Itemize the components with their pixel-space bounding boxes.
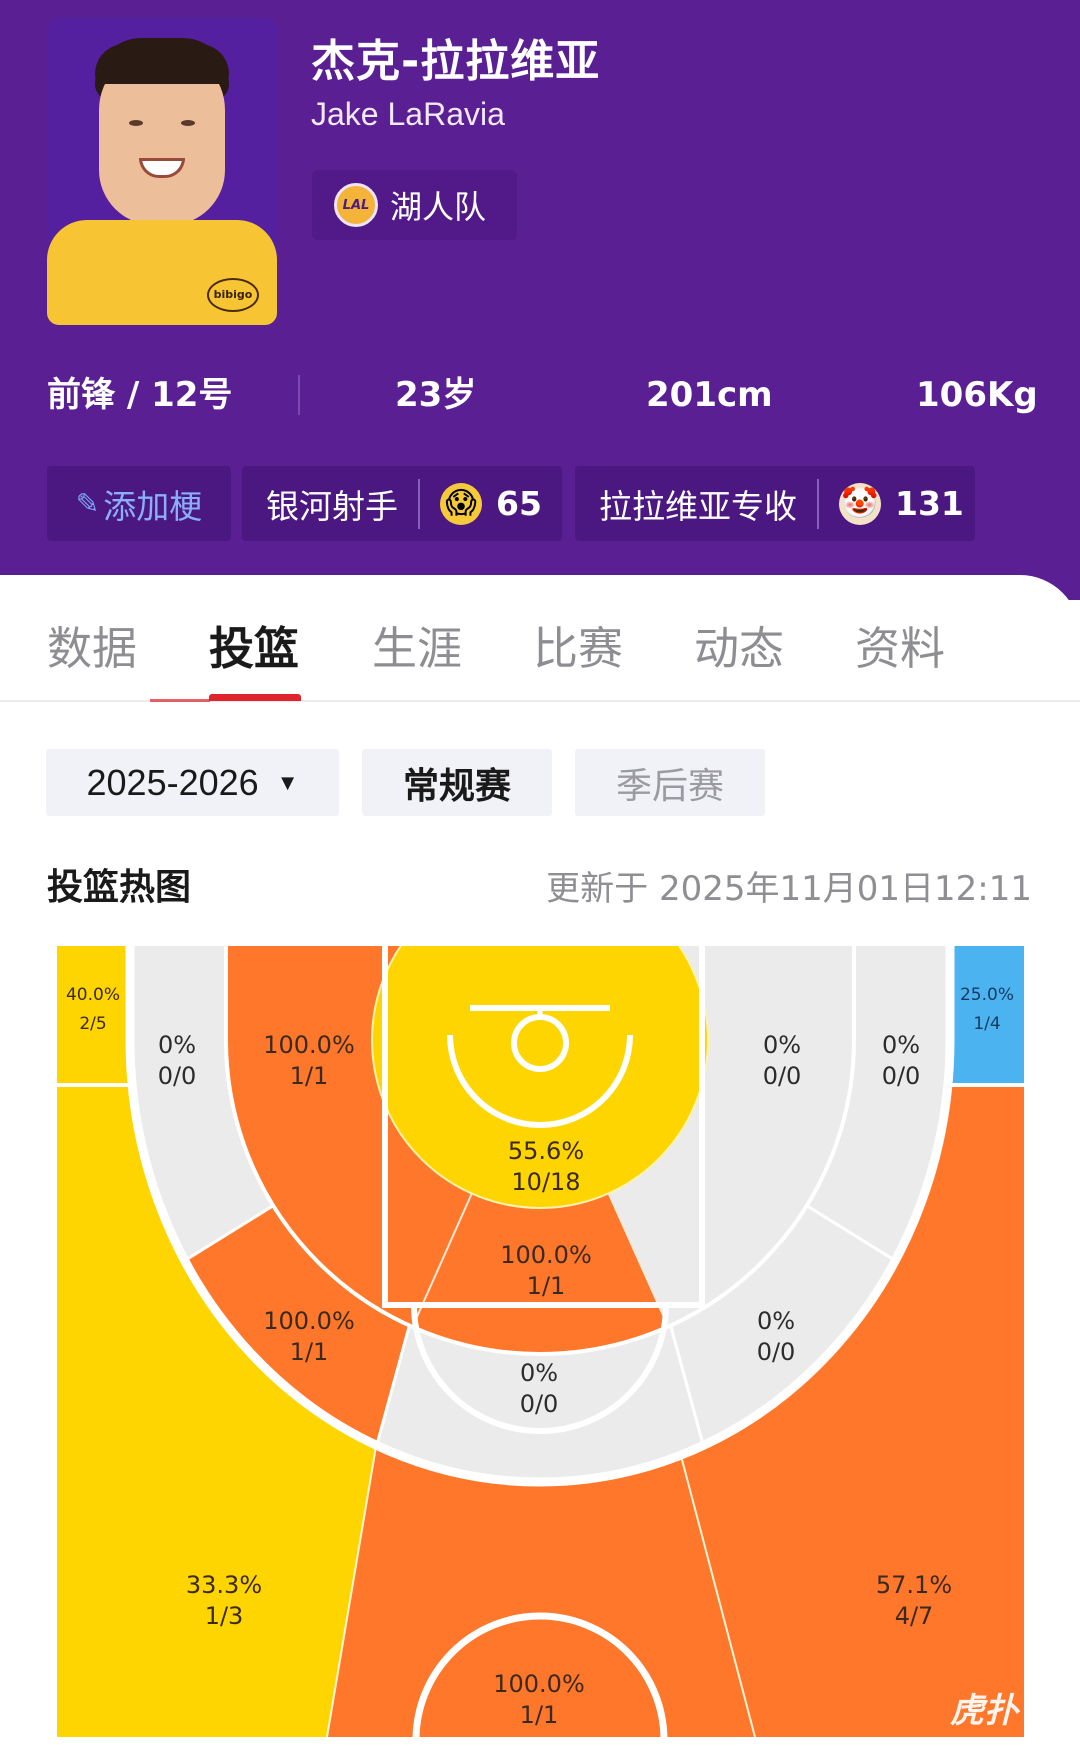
- zone-label-left-corner-3: 40.0% 2/5: [65, 985, 121, 1034]
- zone-label-left-inner-mid: 100.0% 1/1: [263, 1031, 355, 1090]
- zone-label-top-3: 100.0% 1/1: [493, 1670, 585, 1729]
- meme-tag-text: 银河射手: [266, 486, 398, 526]
- zone-label-right-corner-3: 25.0% 1/4: [959, 985, 1015, 1034]
- tab-career[interactable]: 生涯: [371, 622, 463, 675]
- shocked-cheer-emoji-icon: 😱: [440, 482, 482, 525]
- playoffs-button[interactable]: 季后赛: [575, 749, 765, 816]
- player-photo: bibigo: [47, 18, 277, 325]
- add-meme-button[interactable]: ✎ 添加梗: [47, 466, 231, 541]
- meme-tag-count: 65: [496, 484, 542, 523]
- hupu-watermark: 虎扑: [950, 1691, 1018, 1731]
- tag-separator: [817, 478, 819, 529]
- zone-label-left-wing-3: 33.3% 1/3: [185, 1571, 263, 1630]
- meme-tag[interactable]: 银河射手 😱 65: [242, 466, 562, 541]
- team-name: 湖人队: [390, 188, 487, 226]
- tabs-divider: [0, 700, 1080, 702]
- tab-stats[interactable]: 数据: [46, 622, 138, 675]
- zone-label-restricted-area: 55.6% 10/18: [507, 1137, 585, 1196]
- meme-tag[interactable]: 拉拉维亚专收 🤡 131: [575, 466, 975, 541]
- tag-separator: [418, 478, 420, 529]
- meme-tag-count: 131: [895, 484, 964, 523]
- photo-eye: [181, 120, 195, 126]
- season-value: 2025-2026: [86, 761, 259, 803]
- add-meme-label: 添加梗: [103, 486, 203, 526]
- player-weight: 106Kg: [916, 375, 1038, 415]
- photo-hair-front: [95, 44, 229, 84]
- zone-label-right-wing-outer-mid: 0% 0/0: [881, 1031, 921, 1090]
- tab-games[interactable]: 比赛: [532, 622, 624, 675]
- pen-icon: ✎: [75, 487, 100, 520]
- jersey-sponsor-patch: bibigo: [207, 278, 259, 312]
- zone-label-right-inner-mid: 0% 0/0: [762, 1031, 802, 1090]
- zone-label-right-elbow-outer-mid: 0% 0/0: [756, 1307, 796, 1366]
- tab-profile[interactable]: 资料: [854, 622, 946, 675]
- lakers-logo-icon: LAL: [334, 183, 378, 227]
- update-timestamp: 更新于 2025年11月01日12:11: [546, 869, 1032, 909]
- season-select[interactable]: 2025-2026 ▼: [46, 749, 339, 816]
- player-age: 23岁: [395, 375, 477, 415]
- tab-shooting[interactable]: 投篮: [208, 622, 300, 675]
- photo-eye: [129, 120, 143, 126]
- player-name-en: Jake LaRavia: [311, 96, 505, 132]
- zone-label-left-wing-outer-mid: 0% 0/0: [157, 1031, 197, 1090]
- tab-news[interactable]: 动态: [693, 622, 785, 675]
- zone-label-paint: 100.0% 1/1: [500, 1241, 592, 1300]
- regular-season-button[interactable]: 常规赛: [362, 749, 552, 816]
- caret-down-icon: ▼: [276, 769, 299, 795]
- player-name-cn: 杰克-拉拉维亚: [311, 36, 601, 87]
- player-height: 201cm: [646, 375, 773, 415]
- tab-bar: 数据 投篮 生涯 比赛 动态 资料: [0, 600, 1080, 702]
- zone-label-right-wing-3: 57.1% 4/7: [875, 1571, 953, 1630]
- stats-divider: [298, 375, 300, 415]
- zone-label-top-outer-mid: 0% 0/0: [519, 1359, 559, 1418]
- meme-tag-text: 拉拉维亚专收: [599, 486, 797, 526]
- position-number: 前锋 / 12号: [47, 375, 233, 415]
- active-tab-indicator: [209, 694, 301, 701]
- tab-indicator-trail: [150, 699, 210, 702]
- player-stats-row: 前锋 / 12号 23岁 201cm 106Kg: [0, 365, 1080, 425]
- zone-label-left-elbow-outer-mid: 100.0% 1/1: [263, 1307, 355, 1366]
- team-badge[interactable]: LAL 湖人队: [312, 170, 517, 240]
- heatmap-title: 投篮热图: [47, 867, 192, 908]
- clown-emoji-icon: 🤡: [839, 482, 881, 525]
